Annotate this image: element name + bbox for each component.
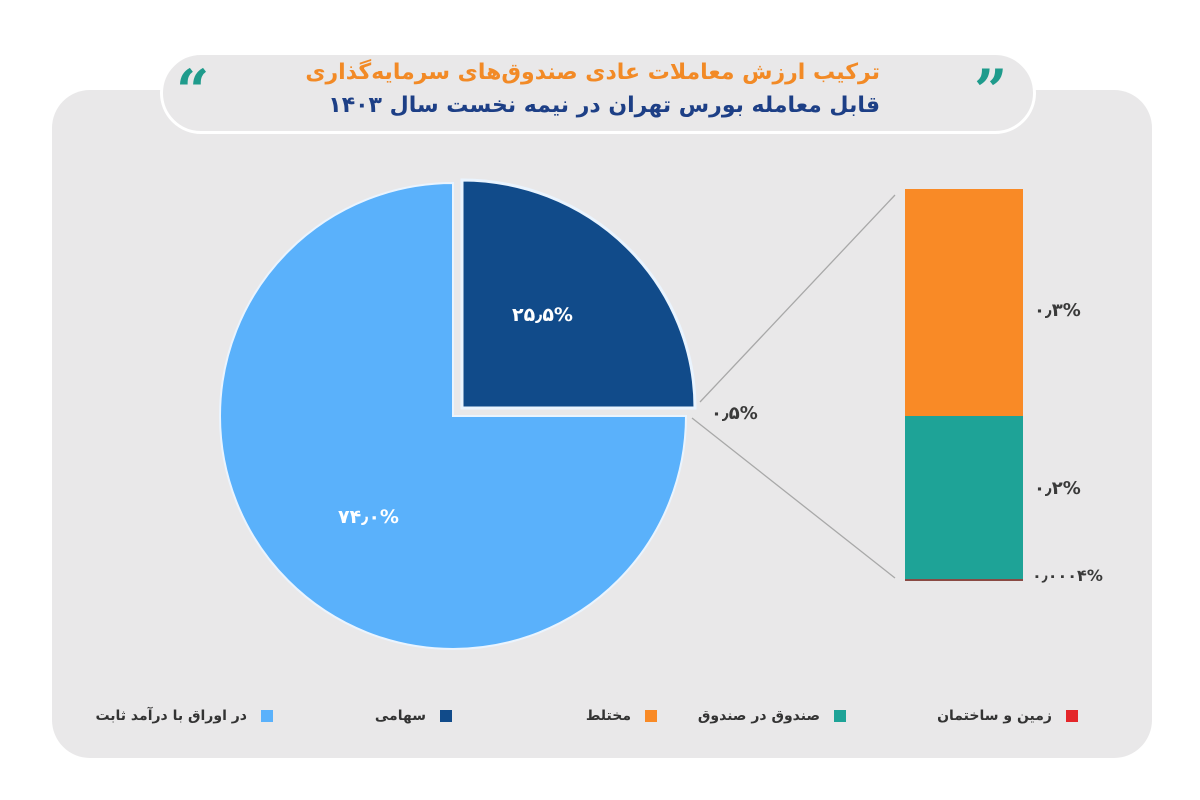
legend-swatch-real-estate bbox=[1066, 710, 1078, 722]
chart-title-line1: ترکیب ارزش معاملات عادی صندوق‌های سرمایه… bbox=[305, 60, 880, 85]
label-others-total: ۰٫۵% bbox=[711, 403, 758, 424]
legend-label-mixed: مختلط bbox=[585, 708, 631, 724]
legend-label-fixed-income: در اوراق با درآمد ثابت bbox=[95, 708, 247, 724]
legend-label-real-estate: زمین و ساختمان bbox=[937, 708, 1052, 724]
legend-label-equity: سهامی bbox=[374, 708, 426, 724]
label-fund-of-funds: ۰٫۲% bbox=[1034, 478, 1081, 499]
label-mixed: ۰٫۳% bbox=[1034, 300, 1081, 321]
chart-title-line2: قابل معامله بورس تهران در نیمه نخست سال … bbox=[328, 93, 880, 118]
legend-item-real-estate: زمین و ساختمان bbox=[937, 706, 1078, 726]
open-quote-icon: “ bbox=[176, 57, 210, 125]
pie-slice-fixed-income bbox=[219, 181, 688, 650]
connector-line-top bbox=[699, 194, 896, 403]
legend-swatch-equity bbox=[440, 710, 452, 722]
title-banner bbox=[160, 52, 1036, 134]
label-real-estate: ۰٫۰۰۰۴% bbox=[1032, 566, 1103, 585]
legend-item-fixed-income: در اوراق با درآمد ثابت bbox=[95, 706, 273, 726]
legend-swatch-fund-of-funds bbox=[834, 710, 846, 722]
legend-swatch-fixed-income bbox=[261, 710, 273, 722]
close-quote-icon: ” bbox=[974, 57, 1008, 125]
bar-segment-mixed bbox=[905, 189, 1023, 416]
label-fixed-income: ۷۴٫۰% bbox=[338, 506, 399, 528]
legend-item-fund-of-funds: صندوق در صندوق bbox=[698, 706, 846, 726]
label-equity: ۲۵٫۵% bbox=[512, 304, 573, 326]
bar-segment-real-estate bbox=[905, 579, 1023, 581]
legend-item-equity: سهامی bbox=[375, 706, 452, 726]
connector-line-bottom bbox=[691, 417, 896, 579]
legend-label-fund-of-funds: صندوق در صندوق bbox=[697, 708, 820, 724]
bar-segment-fund-of-funds bbox=[905, 416, 1023, 579]
legend-swatch-mixed bbox=[645, 710, 657, 722]
legend-item-mixed: مختلط bbox=[586, 706, 657, 726]
pie-slice-equity bbox=[460, 178, 697, 410]
